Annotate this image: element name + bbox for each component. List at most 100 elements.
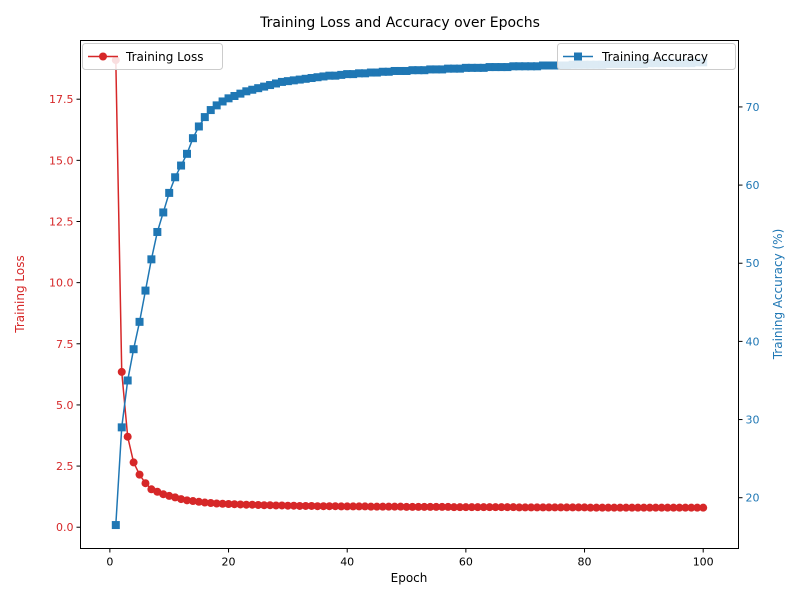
training-accuracy-point bbox=[266, 81, 275, 90]
training-loss-point bbox=[586, 503, 595, 512]
training-accuracy-point bbox=[455, 64, 464, 73]
training-loss-point bbox=[687, 503, 696, 512]
training-loss-point bbox=[580, 503, 589, 512]
training-loss-point bbox=[562, 503, 571, 512]
training-accuracy-line bbox=[115, 61, 704, 526]
training-loss-point bbox=[616, 503, 625, 512]
x-tick-label: 20 bbox=[222, 556, 236, 569]
training-loss-line bbox=[115, 60, 704, 509]
training-loss-point bbox=[236, 500, 245, 509]
training-loss-point bbox=[301, 501, 310, 510]
training-accuracy-point bbox=[301, 74, 310, 83]
legend-accuracy: Training Accuracy bbox=[557, 43, 736, 70]
training-loss-point bbox=[177, 495, 186, 504]
training-accuracy-point bbox=[372, 68, 381, 77]
y-axis-label-right: Training Accuracy (%) bbox=[771, 229, 785, 361]
training-accuracy-point bbox=[236, 89, 245, 98]
training-accuracy-point bbox=[420, 66, 429, 75]
x-axis-label: Epoch bbox=[391, 571, 428, 585]
training-accuracy-point bbox=[539, 61, 547, 70]
training-accuracy-point bbox=[242, 87, 251, 96]
legend-loss: Training Loss bbox=[82, 43, 223, 70]
plot-frame bbox=[80, 40, 739, 549]
training-loss-point bbox=[669, 503, 678, 512]
training-loss-point bbox=[479, 503, 488, 512]
training-accuracy-point bbox=[260, 82, 269, 91]
training-loss-point bbox=[408, 502, 417, 511]
legend-accuracy-box bbox=[557, 43, 736, 70]
training-loss-point bbox=[604, 503, 613, 512]
x-tick-label: 100 bbox=[693, 556, 714, 569]
training-loss-point bbox=[473, 503, 482, 512]
training-loss-point bbox=[491, 503, 500, 512]
y-axis-label-left: Training Loss bbox=[13, 255, 27, 333]
training-loss-point bbox=[432, 502, 441, 511]
training-loss-point bbox=[622, 503, 631, 512]
chart-title: Training Loss and Accuracy over Epochs bbox=[259, 15, 540, 31]
y-right-tick-label: 40 bbox=[746, 335, 760, 348]
training-accuracy-point bbox=[165, 188, 174, 197]
training-loss-point bbox=[218, 499, 227, 508]
training-loss-point bbox=[135, 470, 144, 479]
training-loss-point bbox=[331, 502, 340, 511]
training-accuracy-point bbox=[361, 69, 369, 78]
training-accuracy-point bbox=[230, 91, 239, 100]
training-loss-point bbox=[117, 367, 126, 376]
training-loss-point bbox=[129, 458, 138, 467]
y-axis-right: 20 30 40 50 60 70 bbox=[738, 101, 760, 505]
training-accuracy-point bbox=[254, 84, 263, 93]
training-loss-point bbox=[212, 499, 221, 508]
training-accuracy-point bbox=[224, 94, 233, 103]
training-accuracy-point bbox=[123, 376, 132, 385]
y-right-tick-label: 50 bbox=[746, 257, 760, 270]
training-accuracy-point bbox=[289, 76, 298, 85]
training-loss-point bbox=[319, 502, 328, 511]
training-accuracy-point bbox=[147, 255, 156, 264]
training-loss-point bbox=[183, 496, 191, 505]
training-accuracy-point bbox=[479, 63, 488, 72]
training-accuracy-point bbox=[171, 173, 180, 182]
training-accuracy-point bbox=[402, 66, 411, 75]
training-loss-point bbox=[645, 503, 654, 512]
training-loss-point bbox=[438, 502, 447, 511]
training-loss-point bbox=[230, 500, 239, 509]
training-loss-point bbox=[450, 503, 458, 512]
training-accuracy-point bbox=[390, 66, 399, 75]
x-tick-label: 40 bbox=[340, 556, 354, 569]
y-right-tick-label: 20 bbox=[746, 492, 760, 505]
training-loss-point bbox=[598, 503, 607, 512]
series-layer bbox=[111, 56, 708, 530]
training-accuracy-point bbox=[313, 73, 322, 82]
training-loss-point bbox=[372, 502, 381, 511]
training-accuracy-point bbox=[426, 65, 435, 74]
training-accuracy-point bbox=[200, 113, 209, 122]
training-accuracy-point bbox=[544, 61, 553, 70]
legend-loss-box bbox=[82, 43, 223, 70]
training-accuracy-point bbox=[396, 66, 405, 75]
training-loss-point bbox=[426, 502, 435, 511]
training-accuracy-point bbox=[444, 64, 453, 73]
training-loss-point bbox=[485, 503, 494, 512]
training-loss-point bbox=[420, 502, 429, 511]
training-loss-point bbox=[194, 497, 203, 506]
training-loss-point bbox=[461, 503, 470, 512]
training-loss-point bbox=[242, 500, 251, 509]
training-loss-point bbox=[515, 503, 524, 512]
y-left-tick-label: 0.0 bbox=[56, 521, 74, 534]
training-loss-point bbox=[361, 502, 369, 511]
y-left-tick-label: 10.0 bbox=[49, 277, 74, 290]
y-left-tick-label: 2.5 bbox=[56, 460, 74, 473]
training-loss-point bbox=[396, 502, 405, 511]
training-loss-point bbox=[633, 503, 642, 512]
training-loss-point bbox=[568, 503, 577, 512]
training-accuracy-point bbox=[141, 286, 150, 295]
training-accuracy-point bbox=[533, 62, 542, 71]
training-accuracy-point bbox=[159, 208, 168, 217]
training-loss-point bbox=[681, 503, 690, 512]
training-accuracy-point bbox=[491, 63, 500, 72]
training-loss-point bbox=[556, 503, 565, 512]
training-loss-point bbox=[188, 497, 197, 506]
training-accuracy-point bbox=[515, 62, 524, 71]
training-accuracy-point bbox=[194, 122, 203, 131]
